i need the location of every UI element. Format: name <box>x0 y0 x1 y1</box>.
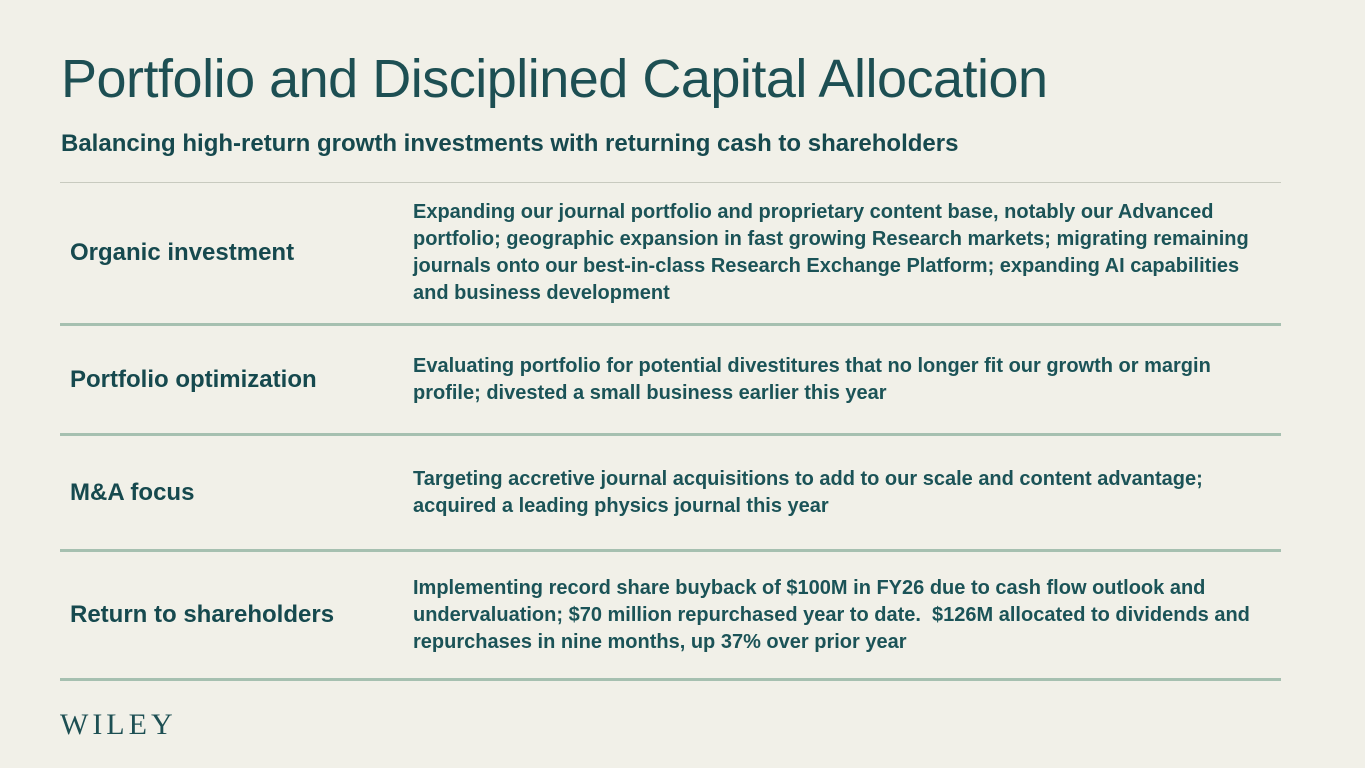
table-row: Organic investment Expanding our journal… <box>60 183 1281 326</box>
capital-allocation-table: Organic investment Expanding our journal… <box>60 182 1281 681</box>
table-row: Return to shareholders Implementing reco… <box>60 552 1281 681</box>
table-row: M&A focus Targeting accretive journal ac… <box>60 436 1281 552</box>
page-title: Portfolio and Disciplined Capital Alloca… <box>61 49 1048 109</box>
table-row: Portfolio optimization Evaluating portfo… <box>60 326 1281 436</box>
row-label-ma-focus: M&A focus <box>70 478 195 506</box>
row-label-return-to-shareholders: Return to shareholders <box>70 601 335 628</box>
page-subtitle: Balancing high-return growth investments… <box>61 130 959 157</box>
row-label-portfolio-optimization: Portfolio optimization <box>70 365 317 393</box>
row-label-organic-investment: Organic investment <box>70 239 295 266</box>
wiley-logo: WILEY <box>60 708 177 741</box>
row-description: Evaluating portfolio for potential dives… <box>413 354 1217 404</box>
row-description: Implementing record share buyback of $10… <box>413 576 1256 653</box>
row-description: Expanding our journal portfolio and prop… <box>413 201 1255 304</box>
row-description: Targeting accretive journal acquisitions… <box>413 467 1209 517</box>
